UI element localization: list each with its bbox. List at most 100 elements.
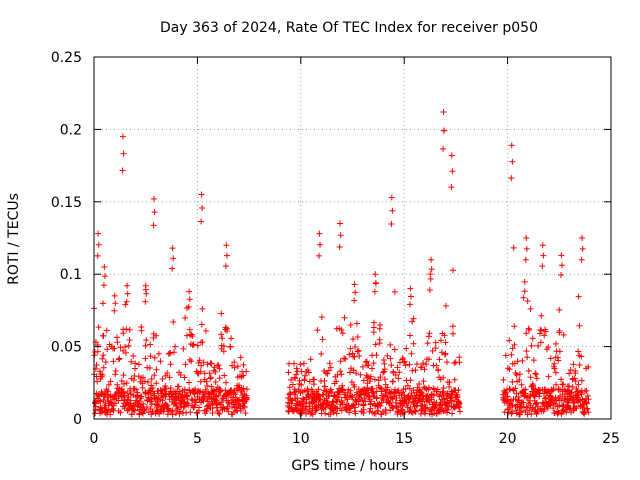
data-point [440, 374, 447, 381]
data-point [222, 379, 229, 386]
data-point [120, 150, 127, 157]
data-point [206, 370, 213, 377]
data-point [381, 376, 388, 383]
data-point [169, 411, 176, 418]
data-point [190, 341, 197, 348]
data-point [426, 330, 433, 337]
data-point [145, 378, 152, 385]
data-point [354, 348, 361, 355]
data-point [424, 404, 431, 411]
data-point [169, 245, 176, 252]
data-point [306, 378, 313, 385]
data-point [123, 380, 130, 387]
data-point [120, 380, 127, 387]
data-point [100, 352, 107, 359]
data-point [454, 393, 461, 400]
data-point [172, 409, 179, 416]
data-point [523, 235, 530, 241]
data-point [506, 366, 513, 373]
data-point [553, 381, 560, 388]
data-point [333, 378, 340, 385]
data-point [198, 191, 205, 198]
data-point [112, 400, 119, 407]
data-point [170, 319, 177, 326]
data-point [388, 221, 395, 228]
data-point [435, 367, 442, 374]
data-point [186, 288, 193, 295]
data-point [408, 350, 415, 357]
data-point [529, 335, 536, 342]
data-point [353, 320, 360, 327]
data-point [304, 366, 311, 373]
data-point [183, 409, 190, 416]
data-point [569, 384, 576, 391]
data-point [123, 298, 130, 305]
data-point [425, 356, 432, 363]
data-point [223, 242, 230, 249]
data-point [359, 363, 366, 370]
data-point [198, 362, 205, 369]
data-point [133, 386, 140, 393]
data-point [107, 378, 114, 385]
x-tick-label: 15 [395, 431, 413, 447]
data-point [188, 396, 195, 403]
data-point [110, 358, 117, 365]
data-point [299, 409, 306, 416]
data-point [288, 376, 295, 383]
data-point [293, 365, 300, 372]
data-point [364, 384, 371, 391]
data-point [94, 252, 101, 259]
data-point [316, 230, 323, 237]
data-point [427, 275, 434, 282]
data-point [355, 401, 362, 408]
data-point [103, 327, 110, 334]
data-point [353, 370, 360, 377]
data-point [363, 372, 370, 379]
data-point [336, 243, 343, 250]
data-point [449, 410, 456, 417]
data-point [456, 359, 463, 366]
data-point [409, 318, 416, 325]
data-point [455, 387, 462, 394]
data-point [527, 305, 534, 312]
data-point [401, 358, 408, 365]
data-point [330, 399, 337, 406]
data-point [208, 360, 215, 367]
data-point [143, 337, 150, 344]
data-point [537, 339, 544, 346]
data-point [450, 330, 457, 337]
data-point [207, 374, 214, 381]
data-point [404, 382, 411, 389]
data-point [331, 392, 338, 399]
data-point [556, 329, 563, 336]
data-point [540, 252, 547, 259]
tick-labels: 0 5 10 15 20 25 0 0.05 0.1 0.15 0.2 0.25 [51, 50, 620, 447]
data-point [203, 378, 210, 385]
plot-border [93, 56, 612, 420]
data-point [520, 399, 527, 406]
data-point [135, 361, 142, 368]
data-point [423, 361, 430, 368]
data-point [181, 374, 188, 381]
data-point [222, 387, 229, 394]
data-point [338, 371, 345, 378]
data-point [576, 322, 583, 329]
data-point [321, 383, 328, 390]
data-point [507, 398, 514, 405]
data-point [515, 397, 522, 404]
data-point [446, 383, 453, 390]
data-point [391, 386, 398, 393]
data-point [337, 232, 344, 239]
data-point [124, 396, 131, 403]
data-point [189, 342, 196, 349]
data-point [422, 405, 429, 412]
data-point [509, 158, 516, 165]
data-point [159, 376, 166, 383]
data-point [523, 403, 530, 410]
data-point [351, 353, 358, 360]
data-point [134, 403, 141, 410]
data-point [552, 369, 559, 376]
data-point [522, 386, 529, 393]
data-point [516, 371, 523, 378]
data-point [451, 360, 458, 367]
